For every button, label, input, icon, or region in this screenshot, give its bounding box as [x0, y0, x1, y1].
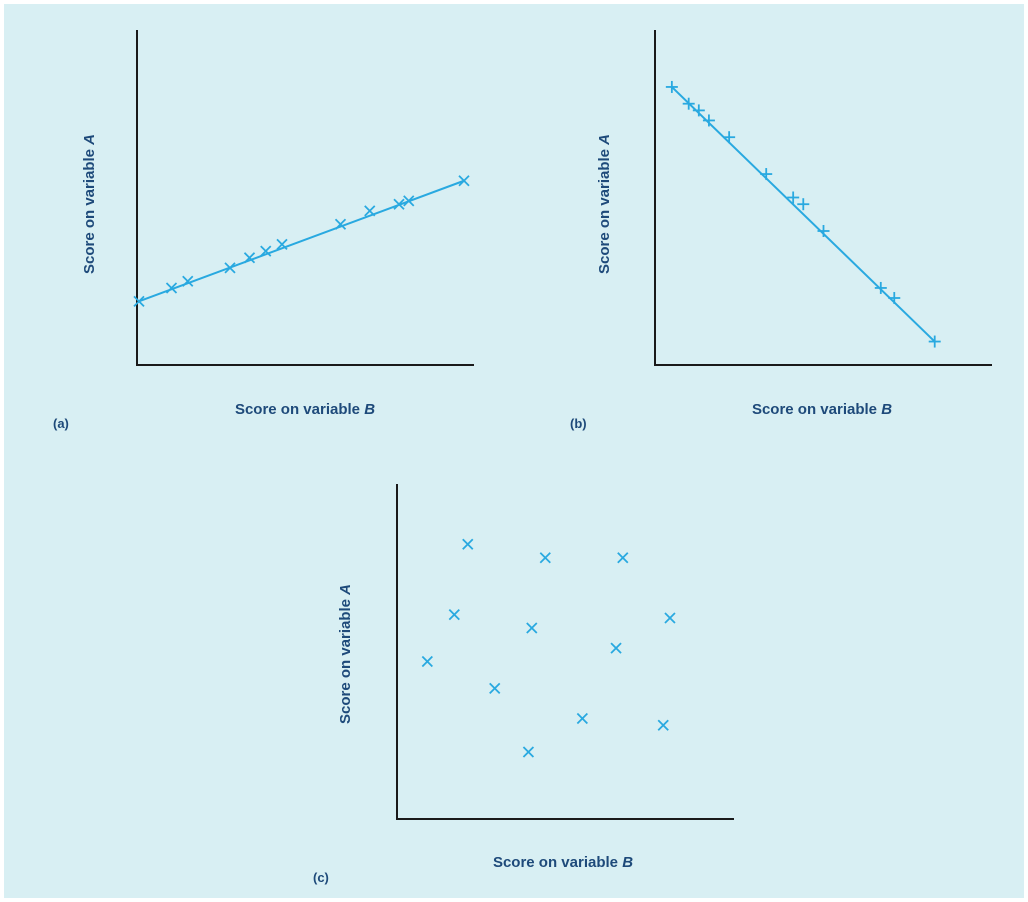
panel-c-point-1	[539, 552, 551, 564]
panel-a-point-1	[165, 282, 178, 294]
panel-b-point-2	[692, 104, 705, 117]
panel-a-point-8	[364, 205, 376, 217]
panel-b-axes	[654, 30, 992, 366]
panel-b-point-0	[665, 80, 678, 93]
panel-b-x-axis-label: Score on variable B	[752, 401, 892, 418]
panel-c-point-7	[421, 655, 433, 668]
panel-c-point-8	[489, 682, 501, 694]
panel-c-point-6	[610, 642, 622, 654]
panel-b-point-7	[797, 198, 810, 211]
panel-b: Score on variable A Score on variable B …	[570, 30, 992, 431]
panel-c-point-4	[526, 622, 538, 634]
panel-b-point-6	[787, 191, 800, 204]
panel-b-point-1	[682, 97, 695, 110]
panel-b-point-9	[874, 281, 887, 294]
panel-c-point-5	[664, 612, 676, 624]
chart-figure-svg: Score on variable A Score on variable B …	[53, 30, 992, 885]
panel-a-trend-line	[138, 179, 465, 303]
panel-c-point-9	[576, 712, 588, 725]
panel-b-y-axis-label: Score on variable A	[596, 134, 613, 274]
panel-a-point-3	[224, 262, 236, 274]
panel-a-y-axis-label: Score on variable A	[81, 134, 98, 274]
panel-a-point-4	[243, 252, 256, 264]
panel-b-trend-line	[671, 86, 936, 343]
panel-b-point-10	[888, 292, 901, 304]
panel-c-point-10	[657, 719, 669, 731]
panel-a: Score on variable A Score on variable B …	[53, 30, 474, 431]
panel-c-marks	[421, 538, 676, 758]
panel-a-marks	[133, 175, 470, 307]
panel-c-label: (c)	[313, 870, 329, 885]
panel-a-point-2	[182, 275, 194, 287]
panel-a-point-10	[403, 195, 415, 207]
panel-a-point-5	[260, 245, 272, 257]
panel-b-point-11	[928, 335, 941, 348]
panel-a-point-0	[133, 295, 145, 307]
panel-c-point-0	[462, 538, 474, 550]
panel-c-x-axis-label: Score on variable B	[493, 854, 633, 871]
panel-b-point-8	[817, 225, 830, 237]
panel-a-point-6	[276, 238, 288, 251]
panel-c-y-axis-label: Score on variable A	[337, 584, 354, 724]
panel-c-point-2	[617, 552, 629, 564]
figure: Score on variable A Score on variable B …	[4, 4, 1024, 898]
panel-a-point-11	[458, 175, 470, 187]
panel-c-point-11	[522, 746, 535, 758]
panel-c-point-3	[448, 609, 460, 621]
panel-b-label: (b)	[570, 416, 587, 431]
panel-a-x-axis-label: Score on variable B	[235, 401, 375, 418]
panel-a-label: (a)	[53, 416, 69, 431]
panel-a-point-9	[393, 198, 405, 210]
panel-b-point-3	[702, 114, 715, 127]
panel-b-point-4	[723, 131, 736, 144]
panel-a-point-7	[334, 218, 347, 230]
panel-a-axes	[136, 30, 474, 366]
panel-c-axes	[396, 484, 734, 820]
panel-b-marks	[665, 80, 941, 348]
panel-b-point-5	[760, 168, 773, 181]
panel-c: Score on variable A Score on variable B …	[313, 484, 734, 885]
